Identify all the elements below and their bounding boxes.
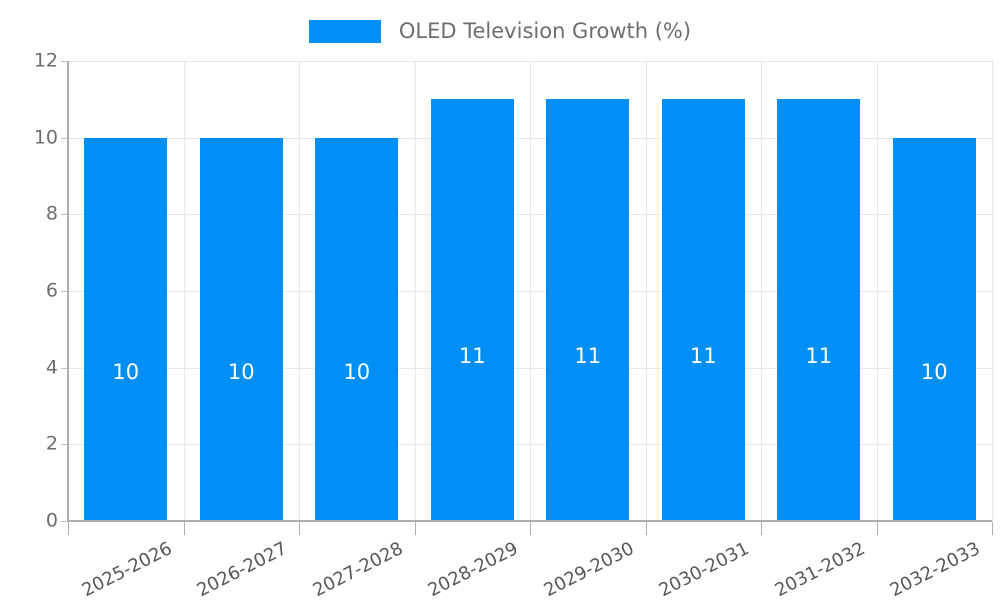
y-axis-tick-label: 2	[45, 432, 58, 455]
x-axis-category-label: 2030-2031	[655, 538, 753, 601]
bar[interactable]: 10	[199, 137, 283, 521]
x-gridline	[530, 61, 531, 521]
x-axis-category-label: 2029-2030	[540, 538, 638, 601]
x-axis-category-label: 2026-2027	[193, 538, 291, 601]
x-axis-tick	[183, 522, 185, 535]
legend-item-oled-television-growth[interactable]: OLED Television Growth (%)	[308, 18, 692, 43]
x-axis-tick	[299, 522, 300, 535]
x-axis-tick	[414, 522, 416, 535]
x-gridline	[414, 61, 416, 521]
y-axis-tick	[61, 291, 68, 292]
bar[interactable]: 11	[777, 99, 861, 521]
plot-area: 10 10 10 11 11 11 11 10	[68, 61, 993, 522]
bar-value-label: 11	[805, 344, 833, 369]
x-axis-category-label: 2031-2032	[771, 538, 869, 601]
bar-value-label: 11	[458, 344, 486, 369]
x-axis-category-label: 2032-2033	[886, 538, 984, 601]
legend-item-label: OLED Television Growth (%)	[398, 18, 692, 43]
x-axis-tick	[68, 522, 69, 535]
y-axis-tick-label: 6	[45, 279, 58, 302]
y-axis-tick	[61, 521, 68, 522]
y-axis-tick	[61, 137, 68, 139]
y-axis-tick-label: 12	[33, 49, 58, 72]
y-axis-tick	[61, 61, 68, 62]
x-axis-category-label: 2027-2028	[309, 538, 407, 601]
x-axis-tick	[876, 522, 878, 535]
x-axis-tick	[992, 522, 993, 535]
bar-value-label: 11	[574, 344, 602, 369]
bar-value-label: 10	[920, 359, 948, 384]
x-gridline	[761, 61, 762, 521]
x-axis-spine	[68, 520, 992, 522]
x-gridline	[876, 61, 878, 521]
bar[interactable]: 10	[84, 137, 168, 521]
bar[interactable]: 10	[315, 137, 399, 521]
x-axis-tick	[761, 522, 762, 535]
x-gridline	[299, 61, 300, 521]
y-axis-spine	[67, 61, 69, 522]
legend-color-swatch-icon	[308, 19, 381, 43]
bar-value-label: 11	[689, 344, 717, 369]
y-axis-tick	[61, 367, 68, 369]
y-axis-tick-label: 10	[33, 126, 58, 149]
bar[interactable]: 11	[661, 99, 745, 521]
x-axis-category-label: 2025-2026	[78, 538, 176, 601]
x-gridline	[992, 61, 993, 521]
bar[interactable]: 10	[892, 137, 976, 521]
y-axis-tick	[61, 444, 68, 446]
x-gridline	[645, 61, 647, 521]
y-axis-tick	[61, 214, 68, 216]
x-axis-tick	[645, 522, 647, 535]
bar[interactable]: 11	[430, 99, 514, 521]
bar-value-label: 10	[227, 359, 255, 384]
y-axis: 0 2 4 6 8 10 12	[0, 0, 58, 600]
y-axis-tick-label: 4	[45, 356, 58, 379]
x-axis-category-label: 2028-2029	[424, 538, 522, 601]
x-gridline	[183, 61, 185, 521]
bar[interactable]: 11	[546, 99, 630, 521]
chart-legend: OLED Television Growth (%)	[0, 12, 1000, 50]
y-axis-tick-label: 8	[45, 202, 58, 225]
bar-value-label: 10	[112, 359, 140, 384]
bar-value-label: 10	[343, 359, 371, 384]
y-axis-tick-label: 0	[45, 509, 58, 532]
x-axis-tick	[530, 522, 531, 535]
